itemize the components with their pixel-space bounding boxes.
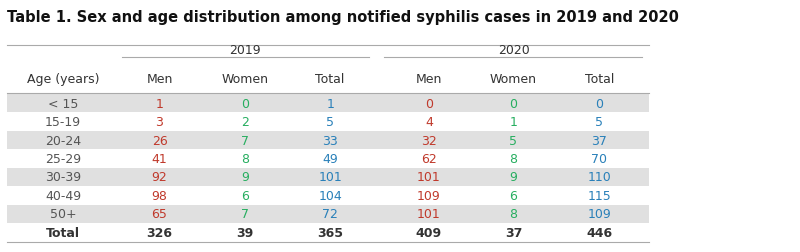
Text: 110: 110 xyxy=(588,171,611,184)
Text: 5: 5 xyxy=(595,116,603,129)
Text: 98: 98 xyxy=(151,189,167,202)
Text: 39: 39 xyxy=(236,226,254,239)
Bar xyxy=(7,186,649,205)
Bar xyxy=(7,223,649,242)
Text: 6: 6 xyxy=(241,189,249,202)
Text: 1: 1 xyxy=(326,97,334,110)
Text: 5: 5 xyxy=(326,116,334,129)
Text: 92: 92 xyxy=(152,171,167,184)
Text: 50+: 50+ xyxy=(50,208,76,220)
Text: 9: 9 xyxy=(241,171,249,184)
Text: Men: Men xyxy=(416,73,442,86)
Text: Total: Total xyxy=(315,73,345,86)
Text: 0: 0 xyxy=(241,97,249,110)
Text: 30-39: 30-39 xyxy=(45,171,81,184)
Text: 1: 1 xyxy=(510,116,518,129)
Text: Table 1. Sex and age distribution among notified syphilis cases in 2019 and 2020: Table 1. Sex and age distribution among … xyxy=(7,10,679,25)
Bar xyxy=(7,113,649,131)
Text: 8: 8 xyxy=(510,208,518,220)
Text: 8: 8 xyxy=(241,152,249,165)
Text: 7: 7 xyxy=(241,134,249,147)
Text: 2: 2 xyxy=(241,116,249,129)
Text: 3: 3 xyxy=(155,116,163,129)
Text: 365: 365 xyxy=(317,226,343,239)
Text: 6: 6 xyxy=(510,189,518,202)
Text: 37: 37 xyxy=(505,226,522,239)
Text: 26: 26 xyxy=(152,134,167,147)
Bar xyxy=(7,205,649,223)
Text: Women: Women xyxy=(490,73,537,86)
Text: 9: 9 xyxy=(510,171,518,184)
Text: 109: 109 xyxy=(417,189,441,202)
Text: < 15: < 15 xyxy=(48,97,78,110)
Text: 8: 8 xyxy=(510,152,518,165)
Text: 115: 115 xyxy=(588,189,611,202)
Text: 101: 101 xyxy=(318,171,342,184)
Text: 40-49: 40-49 xyxy=(45,189,81,202)
Text: 104: 104 xyxy=(318,189,342,202)
Text: 446: 446 xyxy=(586,226,613,239)
Text: 20-24: 20-24 xyxy=(45,134,81,147)
Text: 4: 4 xyxy=(425,116,433,129)
Text: 37: 37 xyxy=(591,134,607,147)
Text: 65: 65 xyxy=(151,208,167,220)
Text: 5: 5 xyxy=(510,134,518,147)
Text: Age (years): Age (years) xyxy=(27,73,99,86)
Text: 49: 49 xyxy=(322,152,338,165)
Text: 2020: 2020 xyxy=(498,44,530,57)
Text: Men: Men xyxy=(146,73,173,86)
Bar xyxy=(7,131,649,150)
Text: 0: 0 xyxy=(510,97,518,110)
Bar xyxy=(7,150,649,168)
Bar xyxy=(7,94,649,113)
Text: 101: 101 xyxy=(417,171,441,184)
Text: 0: 0 xyxy=(595,97,603,110)
Text: 33: 33 xyxy=(322,134,338,147)
Text: 70: 70 xyxy=(591,152,607,165)
Bar xyxy=(7,168,649,186)
Text: 0: 0 xyxy=(425,97,433,110)
Text: 326: 326 xyxy=(146,226,173,239)
Text: 101: 101 xyxy=(417,208,441,220)
Text: 109: 109 xyxy=(588,208,611,220)
Text: 25-29: 25-29 xyxy=(45,152,81,165)
Text: 62: 62 xyxy=(421,152,437,165)
Text: Total: Total xyxy=(585,73,614,86)
Text: 7: 7 xyxy=(241,208,249,220)
Text: Women: Women xyxy=(222,73,268,86)
Text: 2019: 2019 xyxy=(229,44,261,57)
Text: 1: 1 xyxy=(155,97,163,110)
Text: 409: 409 xyxy=(416,226,442,239)
Text: 72: 72 xyxy=(322,208,338,220)
Text: 41: 41 xyxy=(152,152,167,165)
Text: 15-19: 15-19 xyxy=(45,116,81,129)
Text: Total: Total xyxy=(46,226,80,239)
Text: 32: 32 xyxy=(421,134,437,147)
